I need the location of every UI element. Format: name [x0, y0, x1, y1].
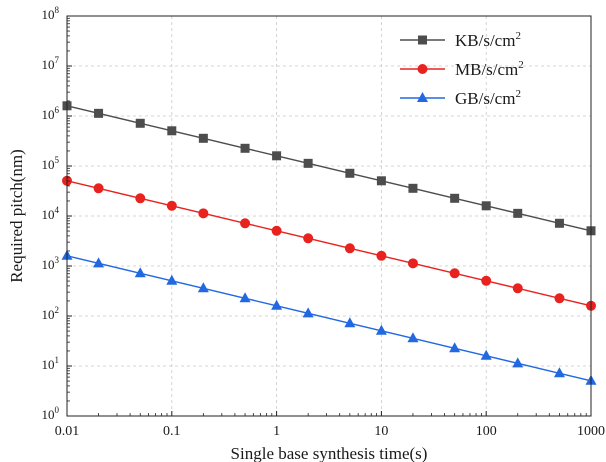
data-point	[449, 268, 460, 279]
data-point	[375, 324, 387, 335]
series-line	[66, 180, 592, 307]
data-point	[166, 200, 177, 211]
data-point	[272, 151, 282, 161]
data-point	[407, 258, 418, 269]
y-tick-label: 101	[42, 355, 60, 372]
data-point	[198, 208, 209, 219]
series-layer	[61, 101, 597, 385]
legend-entry: KB/s/cm2	[400, 30, 521, 50]
y-tick-label: 106	[42, 105, 60, 122]
legend: KB/s/cm2 MB/s/cm2 GB/s/cm2	[400, 30, 524, 108]
data-point	[376, 250, 387, 261]
y-tick-label: 107	[42, 55, 60, 72]
data-point	[166, 274, 178, 285]
legend-marker	[417, 92, 428, 102]
data-point	[135, 118, 145, 128]
data-point	[554, 218, 564, 228]
legend-label: KB/s/cm2	[455, 30, 521, 50]
data-point	[271, 225, 282, 236]
data-point	[553, 367, 565, 378]
x-tick-label: 10	[374, 424, 388, 439]
data-point	[167, 126, 177, 136]
legend-entry: GB/s/cm2	[400, 88, 521, 108]
data-point	[512, 357, 524, 368]
legend-marker	[417, 64, 428, 74]
data-point	[240, 143, 250, 153]
legend-entry: MB/s/cm2	[400, 59, 524, 79]
data-point	[197, 282, 209, 293]
series-line	[66, 255, 592, 382]
data-point	[94, 108, 104, 118]
x-axis-label: Single base synthesis time(s)	[231, 444, 428, 462]
data-point	[481, 275, 492, 286]
legend-label: MB/s/cm2	[455, 59, 524, 79]
y-tick-label: 102	[42, 305, 60, 322]
y-axis-label: Required pitch(nm)	[7, 149, 26, 283]
x-tick-label: 1000	[577, 424, 605, 439]
data-point	[344, 243, 355, 254]
data-point	[302, 307, 314, 318]
data-point	[198, 133, 208, 143]
y-tick-label: 108	[42, 5, 60, 22]
data-point	[93, 183, 104, 194]
legend-marker	[418, 35, 427, 45]
data-point	[271, 299, 283, 310]
y-tick-label: 105	[42, 155, 60, 172]
y-tick-label: 104	[42, 205, 60, 222]
data-point	[303, 158, 313, 168]
grid-lines	[67, 16, 591, 416]
x-tick-label: 1	[273, 424, 280, 439]
data-point	[554, 293, 565, 304]
data-point	[303, 233, 314, 244]
data-point	[345, 168, 355, 178]
x-tick-label: 0.1	[163, 424, 181, 439]
series-2	[62, 175, 596, 311]
data-point	[344, 317, 356, 328]
data-point	[481, 201, 491, 211]
data-point	[93, 257, 105, 268]
axis-ticks: 0.01 0.1 1 10 100 1000 100 101 102 103 104 105 106 10…	[42, 5, 606, 439]
data-point	[449, 342, 461, 353]
x-tick-label: 0.01	[55, 424, 80, 439]
legend-label: GB/s/cm2	[455, 88, 521, 108]
x-tick-label: 100	[476, 424, 497, 439]
data-point	[134, 267, 146, 278]
data-point	[408, 183, 418, 193]
data-point	[480, 349, 492, 360]
data-point	[240, 218, 251, 229]
data-point	[450, 193, 460, 203]
data-point	[135, 193, 146, 204]
data-point	[376, 176, 386, 186]
series-line	[66, 105, 592, 232]
data-point	[512, 283, 523, 294]
data-point	[239, 292, 251, 303]
data-point	[407, 332, 419, 343]
y-tick-label: 100	[42, 405, 60, 422]
y-tick-label: 103	[42, 255, 60, 272]
data-point	[513, 208, 523, 218]
